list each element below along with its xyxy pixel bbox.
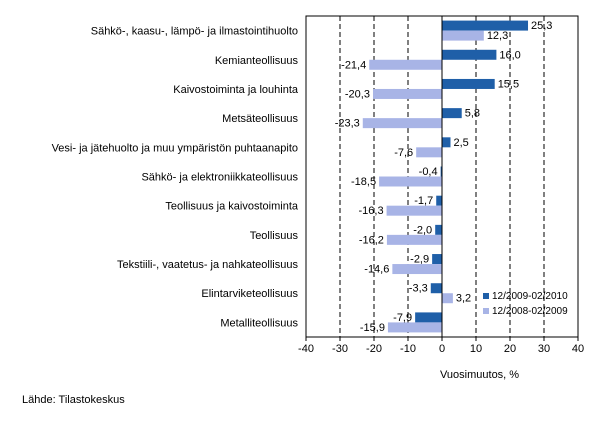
data-label: 15,5 <box>498 78 519 90</box>
bar <box>369 59 442 70</box>
bar <box>416 147 442 158</box>
category-labels: Sähkö-, kaasu-, lämpö- ja ilmastointihuo… <box>52 26 299 330</box>
bar <box>379 176 442 187</box>
data-label: 12,3 <box>487 30 508 42</box>
data-label: -15,9 <box>360 322 385 334</box>
data-label: -2,0 <box>413 224 432 236</box>
category-label: Vesi- ja jätehuolto ja muu ympäristön pu… <box>52 142 298 154</box>
bar <box>435 224 442 235</box>
x-tick-label: 20 <box>504 343 516 355</box>
legend-swatch <box>483 293 489 299</box>
data-label: 25,3 <box>531 20 552 32</box>
data-label: -18,5 <box>351 176 376 188</box>
data-label: -20,3 <box>345 88 370 100</box>
category-label: Kemianteollisuus <box>215 55 299 67</box>
data-label: 5,8 <box>465 108 480 120</box>
x-axis-title: Vuosimuutos, % <box>440 369 519 381</box>
data-label: -7,9 <box>393 312 412 324</box>
category-label: Sähkö- ja elektroniikkateollisuus <box>141 172 298 184</box>
data-label: -7,6 <box>394 147 413 159</box>
x-tick-label: -20 <box>366 343 382 355</box>
bar <box>362 118 442 129</box>
category-label: Kaivostoiminta ja louhinta <box>173 84 299 96</box>
category-label: Teollisuus ja kaivostoiminta <box>165 201 299 213</box>
category-label: Metalliteollisuus <box>220 317 298 329</box>
data-label: -16,2 <box>359 234 384 246</box>
bar <box>436 195 442 206</box>
x-tick-label: -30 <box>332 343 348 355</box>
data-label: -16,3 <box>359 205 384 217</box>
value-labels: 25,3 12,3 16,0 -21,4 15,5 -20,3 5,8 -23,3 2,5 -7,… <box>335 20 553 334</box>
category-label: Elintarviketeollisuus <box>201 288 298 300</box>
x-axis: -40 -30 -20 -10 0 10 20 30 40 <box>298 16 584 355</box>
bars <box>362 20 529 333</box>
data-label: -14,6 <box>364 264 389 276</box>
bar <box>386 205 442 216</box>
data-label: 3,2 <box>456 293 471 305</box>
data-label: -0,4 <box>419 166 438 178</box>
data-label: -1,7 <box>414 195 433 207</box>
bar <box>392 264 442 275</box>
category-label: Sähkö-, kaasu-, lämpö- ja ilmastointihuo… <box>91 26 298 38</box>
bar <box>442 78 495 89</box>
bar <box>442 49 497 60</box>
category-label: Metsäteollisuus <box>222 113 298 125</box>
x-tick-label: -10 <box>400 343 416 355</box>
x-tick-label: 40 <box>572 343 584 355</box>
bar <box>432 254 442 265</box>
legend: 12/2009-02/2010 12/2008-02/2009 <box>483 291 568 317</box>
bar <box>415 312 442 323</box>
bar <box>440 166 442 177</box>
bar <box>386 234 442 245</box>
data-label: 2,5 <box>454 137 469 149</box>
legend-label: 12/2009-02/2010 <box>492 291 568 302</box>
bar <box>442 108 462 119</box>
source-note: Lähde: Tilastokeskus <box>22 394 125 406</box>
data-label: -23,3 <box>335 118 360 130</box>
x-tick-label: 10 <box>470 343 482 355</box>
data-label: -21,4 <box>341 59 366 71</box>
category-label: Tekstiili-, vaatetus- ja nahkateollisuus <box>117 259 298 271</box>
data-label: -3,3 <box>409 283 428 295</box>
bar <box>442 137 451 148</box>
x-tick-label: -40 <box>298 343 314 355</box>
x-tick-label: 0 <box>439 343 445 355</box>
x-tick-label: 30 <box>538 343 550 355</box>
bar <box>372 88 442 99</box>
category-label: Teollisuus <box>250 230 299 242</box>
data-label: -2,9 <box>410 254 429 266</box>
bar <box>387 322 442 333</box>
bar <box>442 30 484 41</box>
bar <box>430 283 442 294</box>
bar <box>442 20 529 31</box>
bar <box>442 293 453 304</box>
legend-label: 12/2008-02/2009 <box>492 306 568 317</box>
data-label: 16,0 <box>499 49 520 61</box>
legend-swatch <box>483 308 489 314</box>
